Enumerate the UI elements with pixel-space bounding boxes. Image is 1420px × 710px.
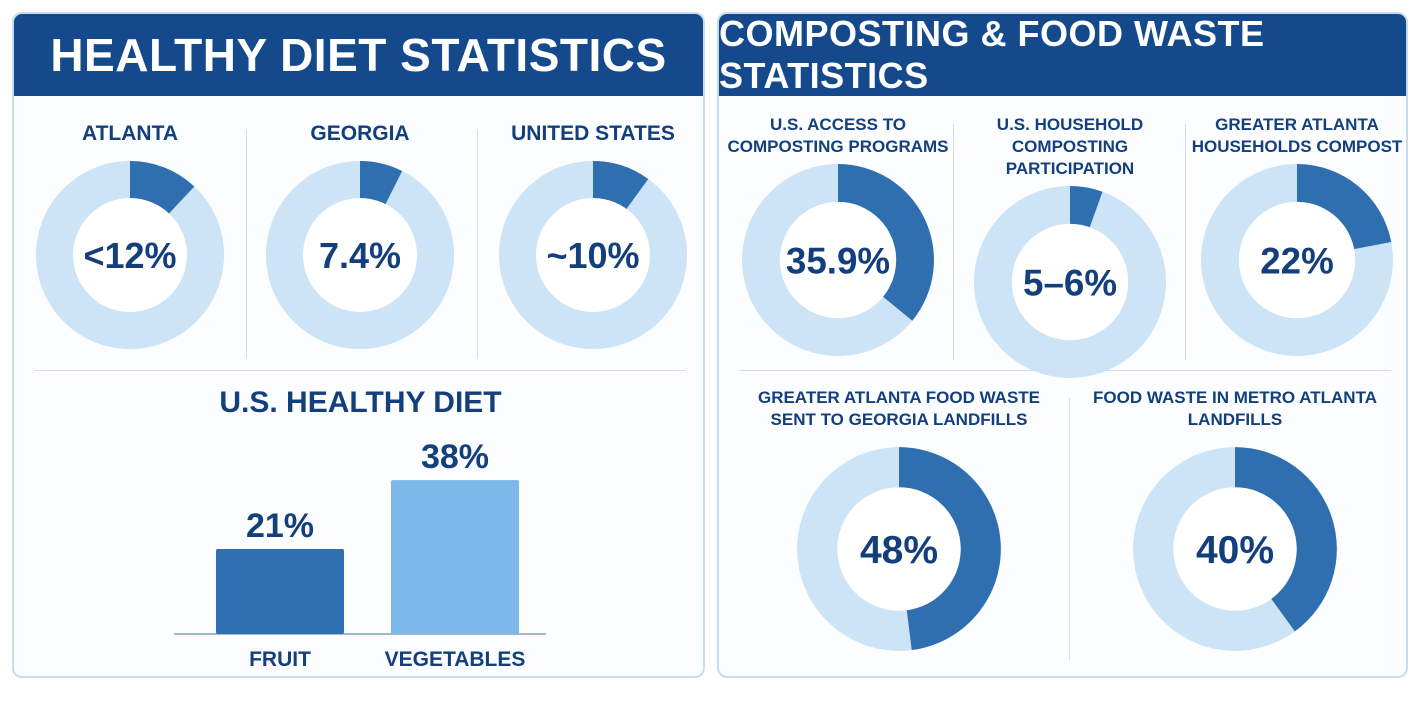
- donut-value-label: ~10%: [546, 235, 639, 276]
- donut-value-label: 48%: [860, 529, 938, 572]
- food-waste-landfills-stat: GREATER ATLANTA FOOD WASTE SENT TO GEORG…: [749, 387, 1049, 653]
- donut-value-label: <12%: [83, 235, 176, 276]
- donut-value-label: 40%: [1196, 529, 1274, 572]
- donut-chart: 5–6%: [974, 186, 1166, 378]
- bar-value-label: 38%: [421, 438, 489, 476]
- stat-label: ATLANTA: [81, 122, 179, 145]
- donut-chart: 40%: [1133, 447, 1337, 651]
- stat-label: UNITED STATES: [511, 122, 675, 145]
- georgia-stat: GEORGIA 7.4%: [264, 122, 456, 351]
- donut-value-label: 5–6%: [1023, 262, 1117, 303]
- donut-hole: [73, 198, 187, 312]
- bar-category-label: FRUIT: [249, 648, 311, 671]
- stat-label: FOOD WASTE IN METRO ATLANTA LANDFILLS: [1093, 388, 1377, 429]
- panel-title: HEALTHY DIET STATISTICS: [14, 14, 703, 96]
- bar-category-label: VEGETABLES: [385, 648, 526, 671]
- divider: [1069, 398, 1070, 660]
- stat-label: U.S. ACCESS TO COMPOSTING PROGRAMS: [727, 115, 949, 156]
- donut-hole: [779, 201, 897, 319]
- donut-hole: [837, 487, 961, 611]
- bar-chart: 21% FRUIT 38% VEGETABLES: [174, 438, 546, 671]
- donut-hole: [303, 198, 417, 312]
- bar-value-label: 21%: [246, 507, 314, 545]
- donut-chart: <12%: [36, 161, 224, 349]
- donut-value-label: 7.4%: [319, 235, 401, 276]
- divider: [34, 370, 686, 371]
- donut-hole: [1011, 223, 1129, 341]
- donut-hole: [1238, 201, 1356, 319]
- atlanta-households-compost-stat: GREATER ATLANTA HOUSEHOLDS COMPOST 22%: [1189, 114, 1405, 358]
- stat-label: GREATER ATLANTA FOOD WASTE SENT TO GEORG…: [757, 388, 1041, 429]
- divider: [1185, 124, 1186, 360]
- donut-hole: [1173, 487, 1297, 611]
- donut-chart: 48%: [797, 447, 1001, 651]
- stat-label: GEORGIA: [310, 122, 410, 145]
- donut-value-label: 35.9%: [786, 240, 890, 281]
- donut-chart: 35.9%: [742, 164, 934, 356]
- divider: [246, 129, 247, 359]
- stat-label: GREATER ATLANTA HOUSEHOLDS COMPOST: [1191, 115, 1403, 156]
- us-access-composting-stat: U.S. ACCESS TO COMPOSTING PROGRAMS 35.9%: [727, 114, 949, 358]
- stat-label: U.S. HOUSEHOLD COMPOSTING PARTICIPATION: [996, 115, 1144, 178]
- panel-title: COMPOSTING & FOOD WASTE STATISTICS: [719, 14, 1406, 96]
- divider: [739, 370, 1391, 371]
- divider: [953, 124, 954, 360]
- donut-hole: [536, 198, 650, 312]
- bar-chart-title: U.S. HEALTHY DIET: [219, 386, 502, 419]
- healthy-diet-panel: HEALTHY DIET STATISTICS ATLANTA <12% GEO…: [12, 12, 705, 678]
- bar-fruit: [216, 548, 344, 634]
- bar-vegetables: [391, 480, 519, 634]
- donut-chart: 22%: [1201, 164, 1393, 356]
- united-states-stat: UNITED STATES ~10%: [484, 122, 702, 351]
- divider: [477, 129, 478, 359]
- metro-atlanta-landfills-stat: FOOD WASTE IN METRO ATLANTA LANDFILLS 40…: [1085, 387, 1385, 653]
- donut-chart: ~10%: [499, 161, 687, 349]
- household-composting-stat: U.S. HOUSEHOLD COMPOSTING PARTICIPATION …: [959, 114, 1181, 380]
- atlanta-stat: ATLANTA <12%: [34, 122, 226, 351]
- composting-panel: COMPOSTING & FOOD WASTE STATISTICS U.S. …: [717, 12, 1408, 678]
- donut-chart: 7.4%: [266, 161, 454, 349]
- donut-value-label: 22%: [1260, 240, 1334, 281]
